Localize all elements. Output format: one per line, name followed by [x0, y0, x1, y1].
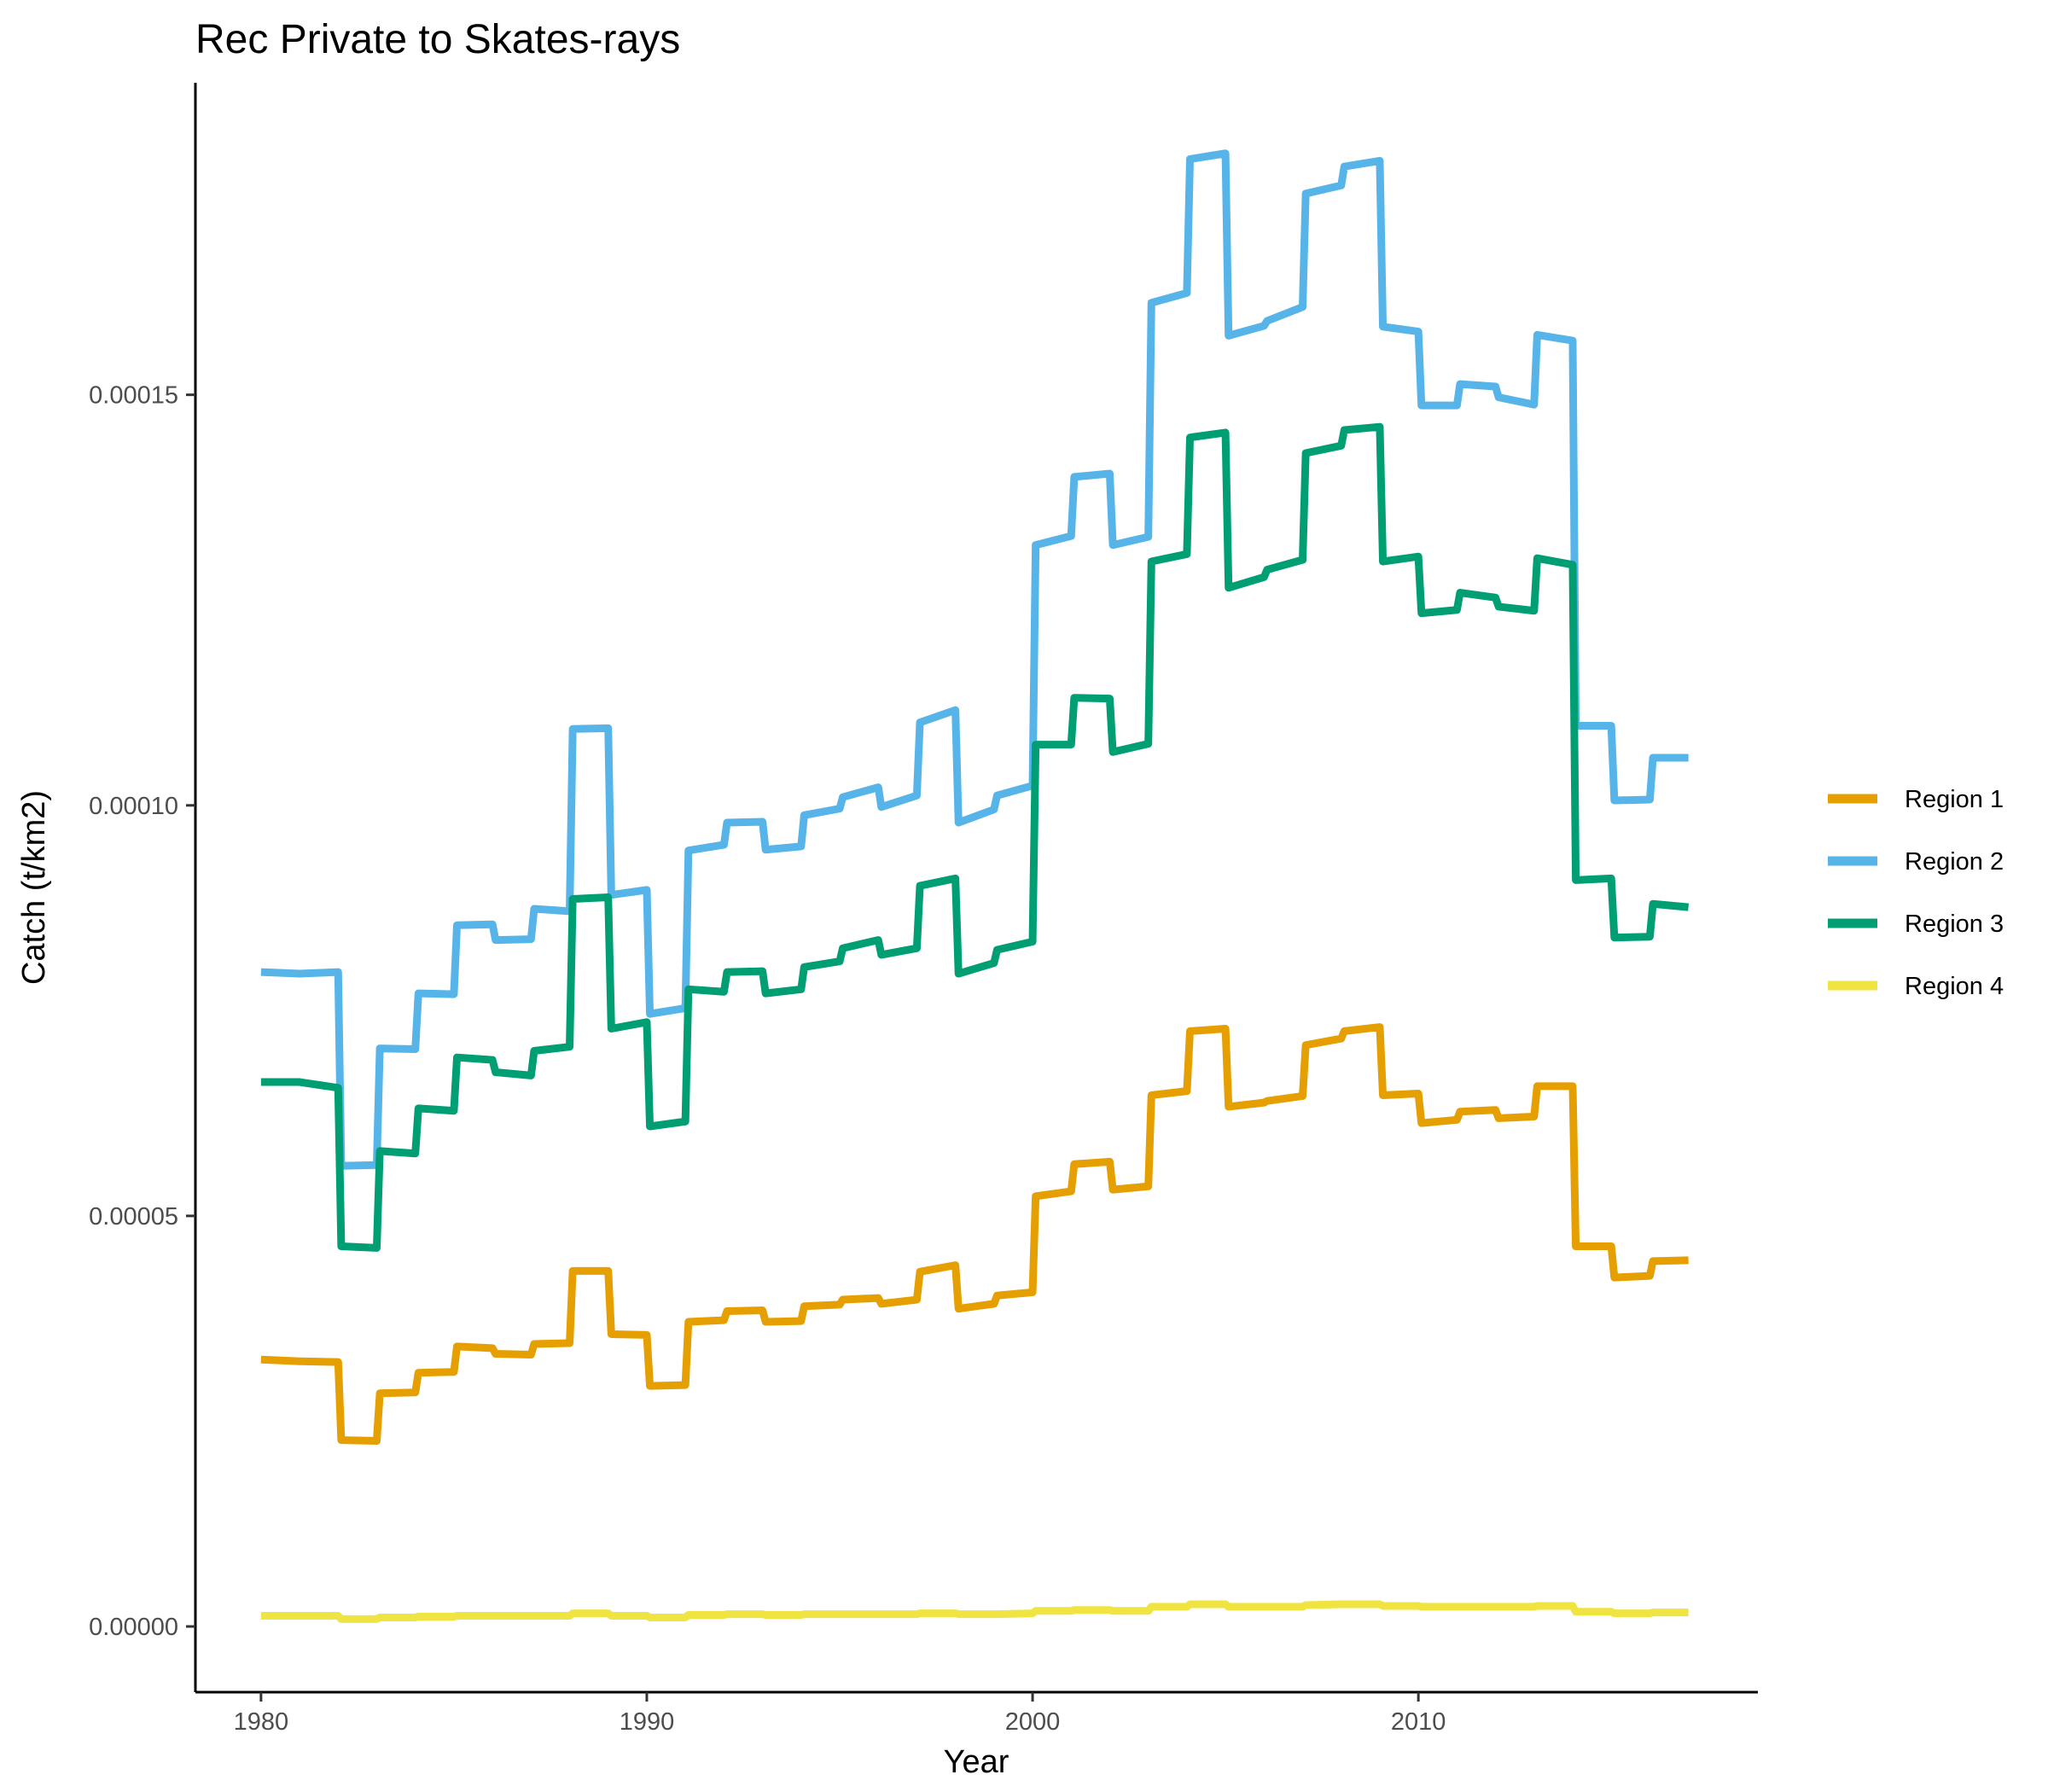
y-tick-label: 0.00005	[89, 1203, 178, 1231]
legend: Region 1 Region 2 Region 3 Region 4	[1828, 786, 2004, 1000]
chart-title: Rec Private to Skates-rays	[195, 17, 680, 62]
x-axis-ticks: 1980 1990 2000 2010	[234, 1692, 1446, 1736]
series-line-region-1	[260, 1023, 1689, 1446]
x-tick-label: 2000	[1005, 1708, 1061, 1736]
legend-label-region-1: Region 1	[1905, 786, 2004, 813]
x-tick-label: 2010	[1391, 1708, 1446, 1736]
plot-area	[260, 149, 1690, 1623]
y-axis-ticks: 0.00000 0.00005 0.00010 0.00015	[89, 382, 195, 1641]
legend-label-region-3: Region 3	[1905, 911, 2004, 938]
x-tick-label: 1990	[620, 1708, 675, 1736]
x-tick-label: 1980	[234, 1708, 289, 1736]
legend-label-region-2: Region 2	[1905, 848, 2004, 876]
y-tick-label: 0.00000	[89, 1614, 178, 1641]
x-axis-title: Year	[944, 1744, 1009, 1780]
y-tick-label: 0.00015	[89, 382, 178, 410]
series-line-region-4	[260, 1600, 1689, 1623]
series-line-region-2	[260, 149, 1689, 1170]
series-line-region-3	[260, 422, 1690, 1252]
y-axis-title: Catch (t/km2)	[16, 790, 52, 985]
legend-label-region-4: Region 4	[1905, 973, 2004, 1000]
y-tick-label: 0.00010	[89, 793, 178, 820]
